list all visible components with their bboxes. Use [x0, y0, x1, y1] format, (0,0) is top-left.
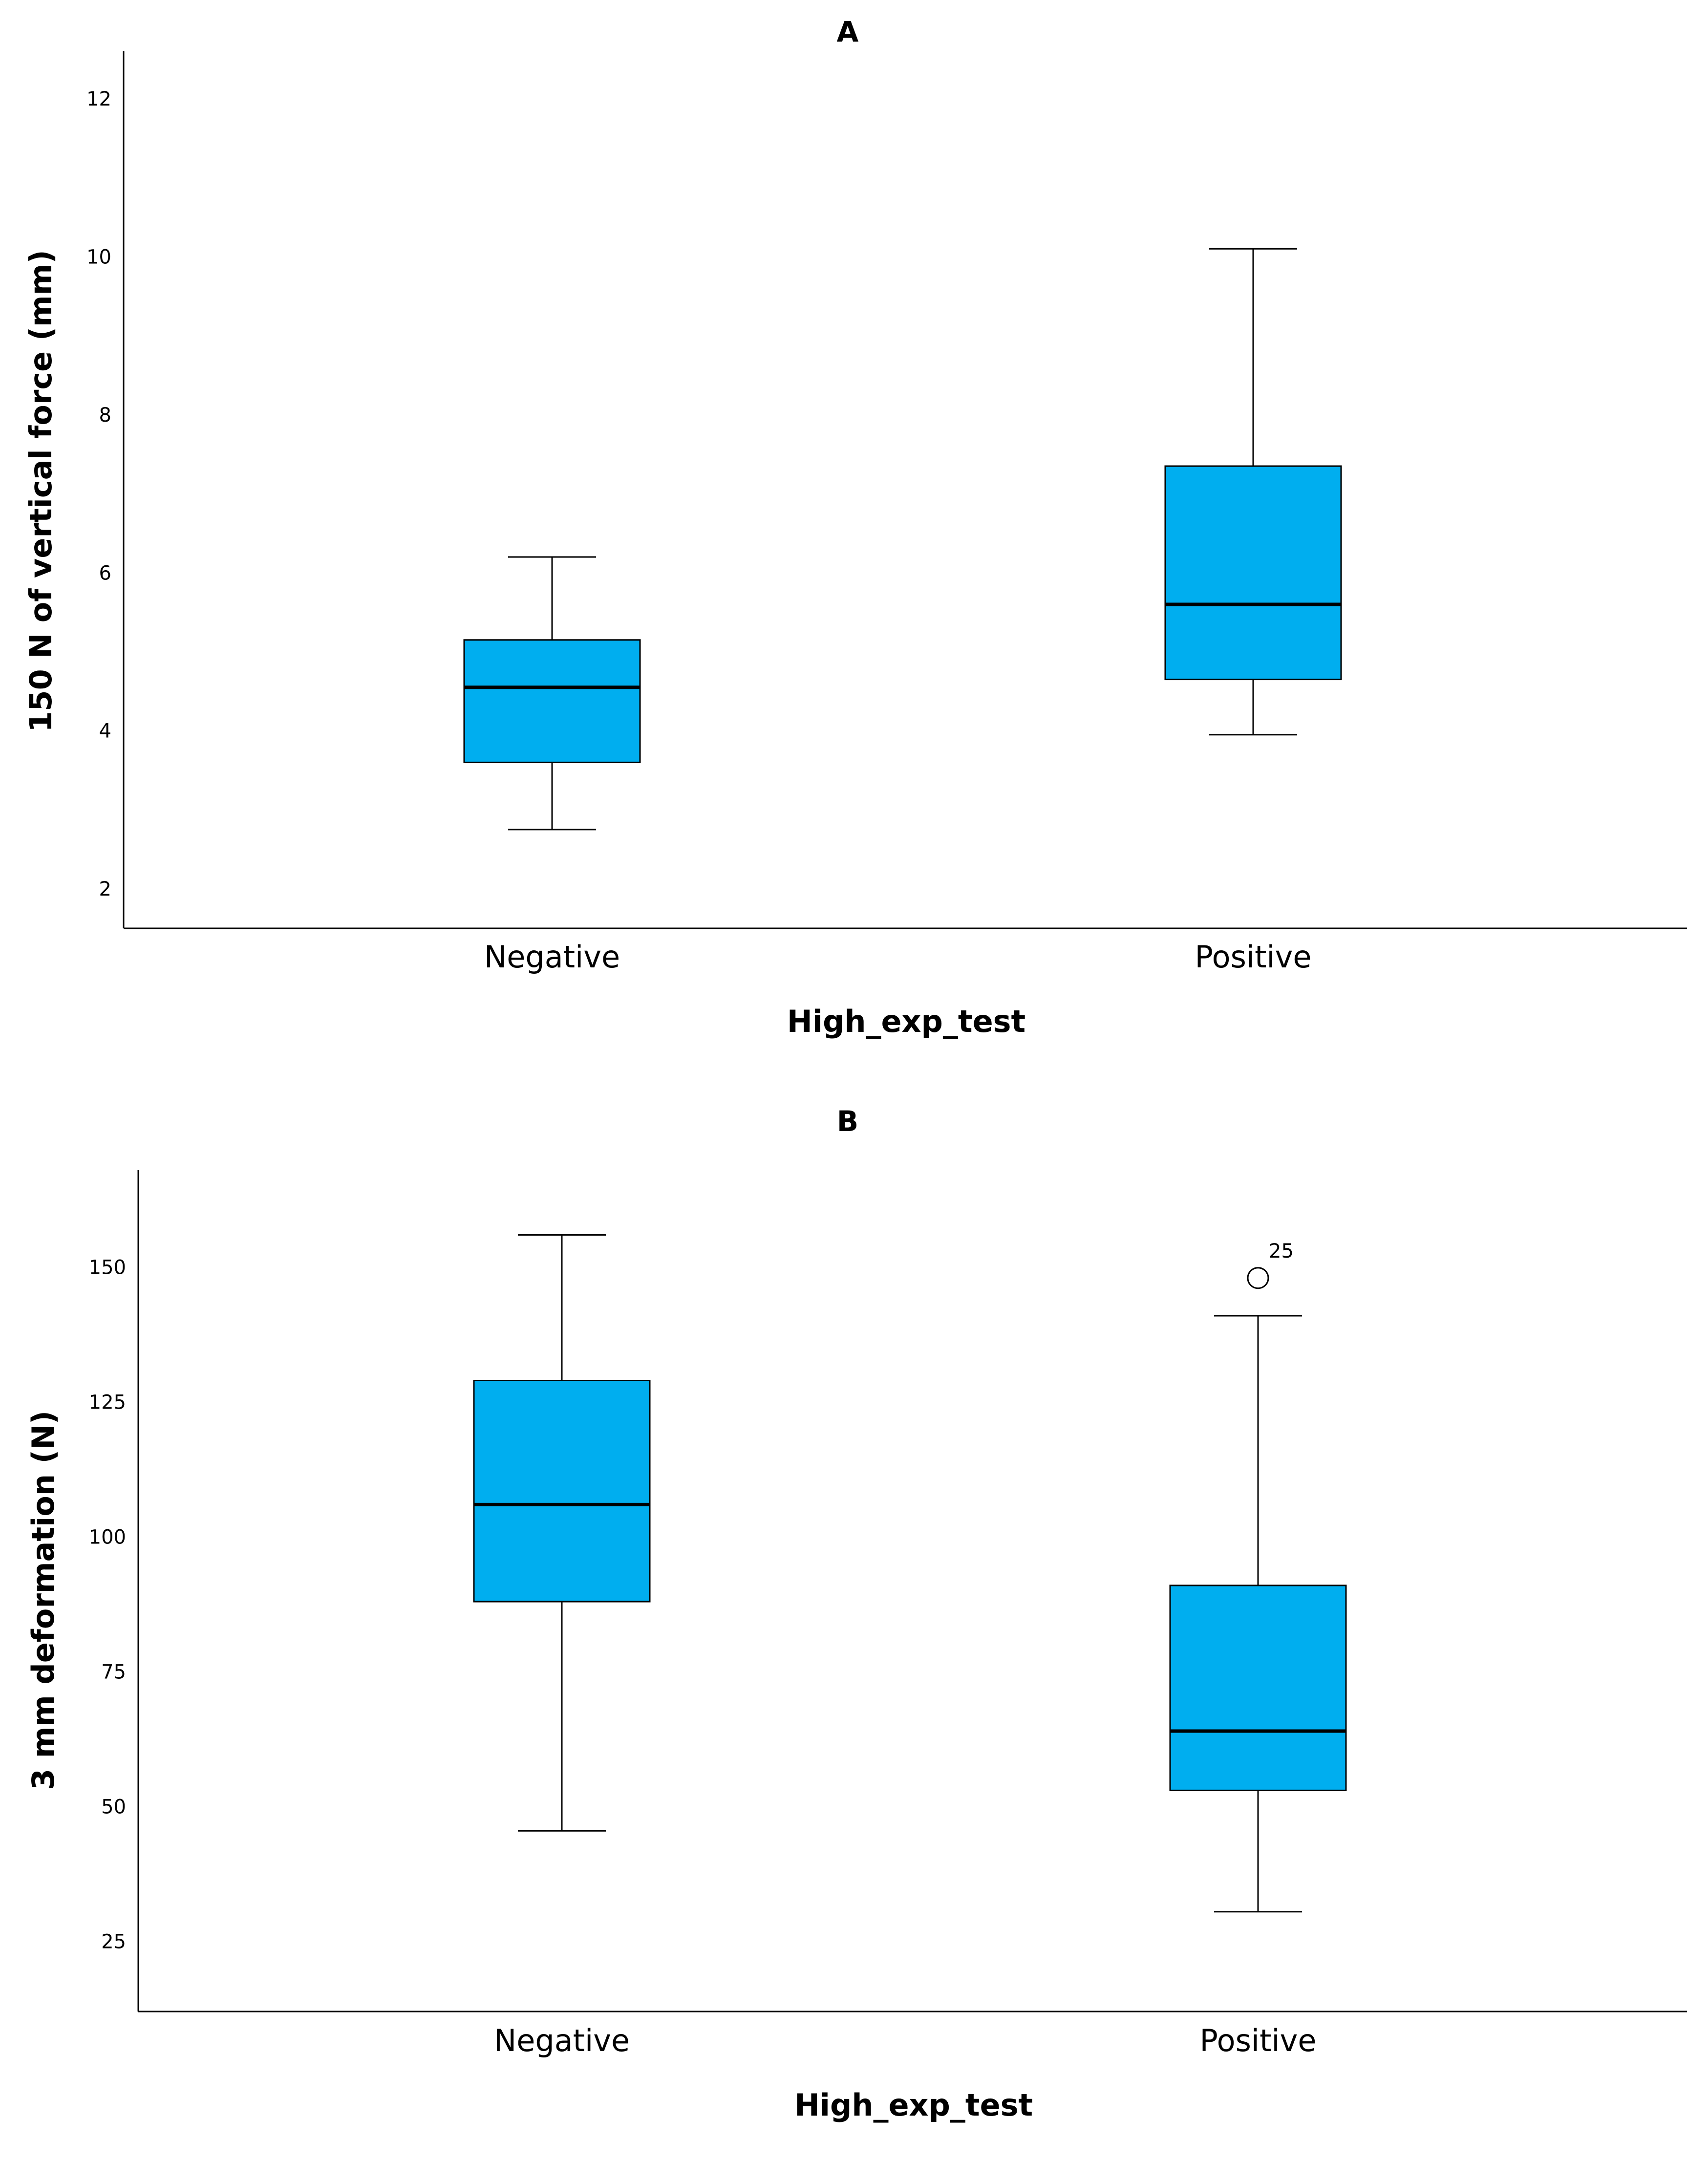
- y-tick-label: 4: [99, 720, 111, 743]
- iqr-box: [1169, 1584, 1347, 1791]
- iqr-box: [1164, 465, 1342, 681]
- iqr-box: [463, 639, 641, 763]
- boxes: [463, 248, 1342, 831]
- y-ticks: 2 4 6 8 10 12: [86, 88, 111, 900]
- x-category-label: Negative: [494, 2023, 630, 2058]
- y-tick-label: 2: [99, 878, 111, 900]
- box-negative: [473, 1234, 651, 1832]
- y-axis-title: 150 N of vertical force (mm): [23, 250, 59, 732]
- box-positive: [1164, 248, 1342, 736]
- y-ticks: 25 50 75 100 125 150: [89, 1257, 126, 1953]
- y-tick-label: 50: [101, 1796, 126, 1819]
- box-positive: 25: [1169, 1240, 1347, 1913]
- y-tick-label: 12: [86, 88, 111, 110]
- y-axis-title: 3 mm deformation (N): [25, 1411, 61, 1790]
- x-category-label: Positive: [1199, 2023, 1316, 2058]
- x-category-labels: Negative Positive: [484, 939, 1312, 975]
- outlier-label: 25: [1269, 1240, 1294, 1263]
- chart-title: A: [837, 15, 859, 48]
- y-tick-label: 150: [89, 1257, 126, 1279]
- iqr-box: [473, 1380, 651, 1603]
- y-tick-label: 6: [99, 562, 111, 584]
- x-category-label: Positive: [1195, 939, 1311, 975]
- panel-a: A 2 4 6 8 10 12 Negative Positive High_exp_tes…: [23, 15, 1687, 1039]
- x-category-labels: Negative Positive: [494, 2023, 1317, 2058]
- y-tick-label: 125: [89, 1391, 126, 1414]
- x-axis-title: High_exp_test: [787, 1004, 1025, 1039]
- y-tick-label: 10: [86, 246, 111, 268]
- outlier-point: [1247, 1267, 1269, 1289]
- y-tick-label: 75: [101, 1661, 126, 1684]
- chart-title: B: [837, 1105, 858, 1138]
- x-axis-title: High_exp_test: [794, 2087, 1033, 2123]
- boxes: 25: [473, 1234, 1347, 1913]
- y-tick-label: 100: [89, 1526, 126, 1549]
- y-tick-label: 25: [101, 1931, 126, 1953]
- box-negative: [463, 556, 641, 831]
- panel-b: B 25 50 75 100 125 150 25 Negative Positive Hi…: [25, 1105, 1687, 2123]
- x-category-label: Negative: [484, 939, 620, 975]
- y-tick-label: 8: [99, 404, 111, 427]
